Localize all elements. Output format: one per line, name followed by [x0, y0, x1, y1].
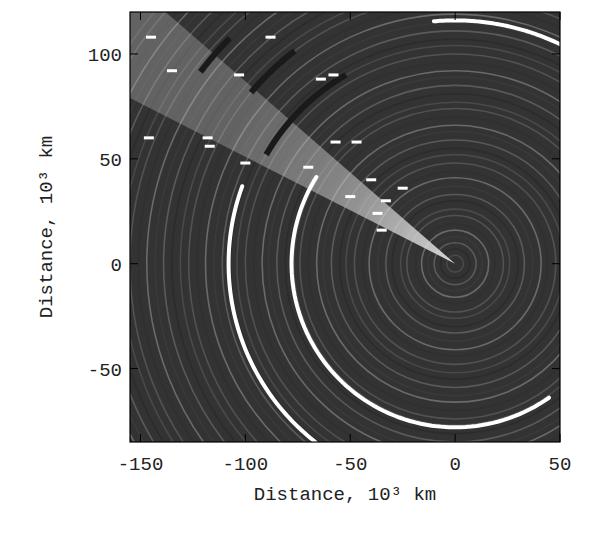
y-tick-label: 0: [111, 255, 122, 277]
x-axis-title: Distance, 10³ km: [254, 484, 436, 506]
dark-ring: [266, 75, 346, 155]
y-tick: [130, 263, 138, 264]
y-tick: [552, 263, 560, 264]
x-tick: [350, 434, 351, 442]
x-tick: [560, 12, 561, 20]
ring: [340, 148, 560, 379]
clump: [366, 178, 376, 181]
ring: [354, 163, 555, 364]
clump: [352, 141, 362, 144]
ring: [300, 108, 560, 418]
ring: [197, 12, 560, 442]
y-tick-label: 100: [88, 45, 122, 67]
ring: [254, 62, 560, 442]
clump: [266, 36, 276, 39]
y-tick-label: 50: [99, 150, 122, 172]
dark-ring: [200, 38, 229, 72]
x-tick: [140, 12, 141, 20]
x-tick-label: -50: [333, 454, 367, 476]
y-tick: [130, 53, 138, 54]
y-tick: [552, 53, 560, 54]
ring: [294, 102, 560, 425]
x-tick: [560, 434, 561, 442]
clump: [167, 69, 177, 72]
bright-arc: [229, 186, 316, 442]
ring: [214, 22, 560, 442]
y-tick: [552, 158, 560, 159]
x-tick: [245, 434, 246, 442]
bright-arc: [434, 20, 560, 57]
x-tick-label: -100: [223, 454, 269, 476]
x-tick-label: 50: [549, 454, 572, 476]
chart: -150 -100 -50 0 50 -50 0 50 100 Distance, 10³ km D…: [0, 0, 602, 547]
clump: [316, 78, 326, 81]
clump: [205, 145, 215, 148]
clump: [203, 136, 213, 139]
clump: [345, 195, 355, 198]
ring: [189, 12, 560, 442]
ring: [323, 132, 560, 396]
clump: [303, 166, 313, 169]
ring: [346, 155, 560, 373]
y-tick-label: -50: [88, 360, 122, 382]
y-tick: [130, 158, 138, 159]
clump: [373, 212, 383, 215]
dark-ring: [251, 51, 295, 93]
ring: [231, 39, 560, 442]
clump: [381, 199, 391, 202]
clump: [234, 73, 244, 76]
ring: [317, 125, 560, 402]
y-axis-title: Distance, 10³ km: [36, 136, 58, 318]
clump: [377, 229, 387, 232]
ring: [206, 14, 560, 442]
clump: [328, 73, 338, 76]
ring: [245, 54, 560, 442]
clump: [398, 187, 408, 190]
x-tick-label: 0: [449, 454, 460, 476]
x-tick-label: -150: [118, 454, 164, 476]
ring: [407, 215, 503, 311]
frame: [130, 12, 560, 442]
y-tick: [130, 368, 138, 369]
bright-wedge: [130, 12, 455, 264]
clump: [146, 36, 156, 39]
ring: [268, 77, 560, 442]
clump: [144, 136, 154, 139]
plot-area: [130, 12, 560, 442]
x-tick: [455, 434, 456, 442]
ring: [285, 94, 560, 434]
bright-arc: [292, 177, 549, 427]
x-tick: [350, 12, 351, 20]
ring: [331, 140, 560, 388]
x-tick: [245, 12, 246, 20]
ring: [277, 85, 560, 442]
y-tick: [552, 368, 560, 369]
clump: [331, 141, 341, 144]
x-tick: [140, 434, 141, 442]
clump: [240, 162, 250, 165]
x-tick: [455, 12, 456, 20]
ring: [308, 117, 560, 411]
